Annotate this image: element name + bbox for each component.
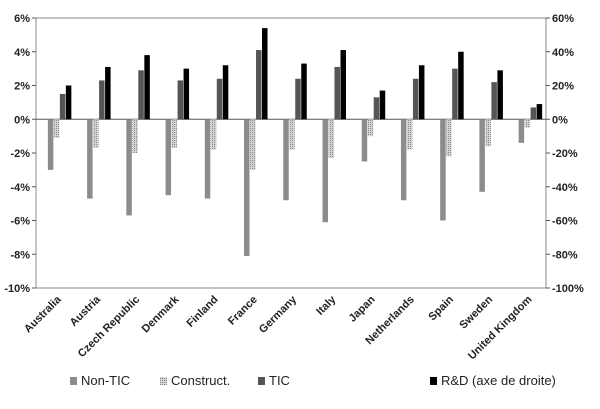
y-axis-tick-label: -10% <box>4 283 30 295</box>
legend-swatch <box>70 377 77 385</box>
bar-construct--denmark <box>171 119 178 148</box>
legend-swatch <box>258 377 265 385</box>
bar-tic-sweden <box>491 82 497 120</box>
bar-construct--france <box>250 119 256 170</box>
bar-non-tic-sweden <box>479 119 485 192</box>
bar-r-d-axe-de-droite--spain <box>458 51 464 120</box>
legend-label: Construct. <box>171 373 230 388</box>
bar-non-tic-australia <box>47 119 54 170</box>
bar-construct--finland <box>210 119 217 150</box>
bar-non-tic-austria <box>87 119 93 199</box>
y2-axis-tick-label: 20% <box>552 81 574 93</box>
bar-non-tic-finland <box>204 119 211 199</box>
y-axis-tick-label: 2% <box>14 81 30 93</box>
y2-axis-tick-label: -40% <box>552 182 578 194</box>
y2-axis-tick-label: -20% <box>552 148 578 160</box>
bar-tic-australia <box>59 93 66 120</box>
bar-r-d-axe-de-droite--france <box>262 28 268 120</box>
y-axis-tick-label: -4% <box>10 182 30 194</box>
bar-non-tic-italy <box>322 119 328 223</box>
bar-construct--austria <box>93 119 99 148</box>
bar-non-tic-czech-republic <box>126 119 132 216</box>
bar-tic-denmark <box>177 80 184 120</box>
bar-r-d-axe-de-droite--united-kingdom <box>536 104 543 120</box>
bar-tic-czech-republic <box>138 70 144 120</box>
bar-r-d-axe-de-droite--australia <box>65 85 72 120</box>
bar-non-tic-united-kingdom <box>518 119 525 143</box>
bar-r-d-axe-de-droite--denmark <box>183 68 190 120</box>
bar-tic-netherlands <box>412 78 419 120</box>
y-axis-tick-label: -2% <box>10 148 30 160</box>
bar-construct--sweden <box>485 119 491 147</box>
bar-construct--japan <box>367 119 374 137</box>
bar-r-d-axe-de-droite--czech-republic <box>144 55 150 120</box>
bar-construct--spain <box>446 119 452 157</box>
bar-construct--australia <box>53 119 60 138</box>
bar-r-d-axe-de-droite--sweden <box>497 70 503 120</box>
y2-axis-tick-label: -100% <box>552 283 584 295</box>
legend-swatch <box>160 377 167 385</box>
bar-non-tic-germany <box>283 119 289 201</box>
bar-non-tic-spain <box>440 119 446 221</box>
bar-r-d-axe-de-droite--austria <box>105 66 111 120</box>
bar-r-d-axe-de-droite--japan <box>379 90 386 120</box>
bar-construct--czech-republic <box>132 119 138 153</box>
bar-non-tic-japan <box>361 119 368 162</box>
bar-r-d-axe-de-droite--italy <box>340 50 346 120</box>
bar-tic-austria <box>99 80 105 120</box>
bar-non-tic-denmark <box>165 119 172 196</box>
bar-r-d-axe-de-droite--finland <box>222 65 229 120</box>
y-axis-tick-label: 4% <box>14 47 30 59</box>
bar-tic-france <box>256 50 262 120</box>
bar-tic-spain <box>452 68 458 120</box>
legend-label: Non-TIC <box>81 373 130 388</box>
bar-r-d-axe-de-droite--germany <box>301 63 307 120</box>
bar-non-tic-netherlands <box>400 119 407 201</box>
bar-tic-united-kingdom <box>530 107 537 120</box>
y2-axis-tick-label: 60% <box>552 13 574 25</box>
bar-tic-italy <box>334 66 340 120</box>
y-axis-tick-label: -6% <box>10 216 30 228</box>
legend-label: R&D (axe de droite) <box>441 373 556 388</box>
legend-label: TIC <box>269 373 290 388</box>
bar-construct--united-kingdom <box>524 119 531 128</box>
y-axis-tick-label: -8% <box>10 249 30 261</box>
bar-construct--germany <box>289 119 295 150</box>
bar-r-d-axe-de-droite--netherlands <box>418 65 425 120</box>
bar-tic-germany <box>295 78 301 120</box>
bar-non-tic-france <box>244 119 250 256</box>
y2-axis-tick-label: 0% <box>552 114 568 126</box>
y2-axis-tick-label: -80% <box>552 249 578 261</box>
y2-axis-tick-label: -60% <box>552 216 578 228</box>
legend-swatch <box>430 377 437 385</box>
bar-construct--netherlands <box>406 119 413 150</box>
bar-tic-japan <box>373 97 380 120</box>
bar-construct--italy <box>328 119 334 159</box>
bar-tic-finland <box>216 78 223 120</box>
y-axis-tick-label: 6% <box>14 13 30 25</box>
y-axis-tick-label: 0% <box>14 114 30 126</box>
y2-axis-tick-label: 40% <box>552 47 574 59</box>
